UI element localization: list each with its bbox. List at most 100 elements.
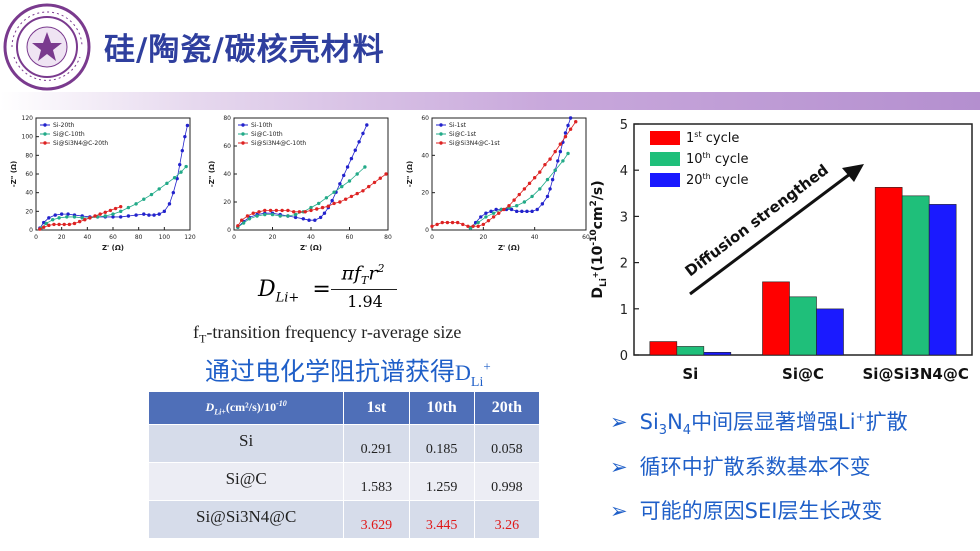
data-point — [491, 211, 496, 215]
data-point — [484, 215, 488, 219]
y-tick-label: 0 — [620, 349, 628, 364]
y-tick-label: 4 — [620, 164, 628, 179]
legend-marker — [439, 123, 443, 127]
data-point — [481, 222, 486, 227]
data-point — [147, 213, 151, 217]
table-header-1st: 1st — [343, 391, 410, 425]
table-header-unit: DLi+(cm²/s)/10-10 — [147, 391, 345, 425]
data-point — [263, 212, 267, 217]
x-tick-label: 20 — [58, 234, 66, 241]
data-point — [134, 213, 138, 217]
data-point — [430, 224, 434, 228]
data-point — [527, 181, 532, 186]
table-row: Si@C 1.583 1.259 0.998 — [147, 462, 541, 501]
plot-frame — [431, 117, 587, 231]
y-tick-label: 1 — [620, 303, 628, 318]
data-point — [103, 214, 108, 218]
row-label: Si — [147, 424, 345, 463]
table-cell: 1.259 — [408, 462, 475, 501]
data-point — [66, 212, 70, 216]
data-point — [466, 224, 470, 228]
data-point — [98, 212, 102, 216]
data-point — [152, 213, 156, 217]
data-point — [486, 218, 491, 223]
y-tick-label: 3 — [620, 210, 628, 225]
data-point — [548, 187, 552, 191]
y-tick-label: 0 — [425, 227, 429, 234]
data-point — [522, 200, 527, 204]
data-point — [530, 209, 534, 214]
data-point — [520, 209, 524, 214]
bar — [762, 281, 790, 356]
y-axis-label: -Z" (Ω) — [406, 161, 414, 187]
category-label: Si@C — [782, 365, 824, 383]
slide-title: 硅/陶瓷/碳核壳材料 — [104, 32, 385, 68]
data-point — [507, 204, 511, 208]
data-point — [183, 134, 187, 139]
x-tick-label: 0 — [232, 234, 236, 241]
bar — [816, 308, 844, 356]
legend-label: Si@Si3N4@C-1st — [449, 140, 500, 147]
data-point — [367, 184, 371, 189]
x-axis-label: Z' (Ω) — [300, 244, 322, 252]
data-point — [476, 224, 480, 228]
legend-marker — [439, 141, 443, 145]
data-point — [313, 218, 317, 222]
x-axis-label: Z' (Ω) — [102, 244, 124, 252]
x-tick-label: 60 — [346, 234, 354, 241]
arrow-bullet-icon: ➢ — [610, 455, 628, 479]
x-tick-label: 40 — [531, 234, 539, 241]
data-point — [134, 202, 138, 206]
data-point — [345, 165, 350, 169]
university-seal-logo — [3, 3, 91, 91]
data-point — [38, 227, 42, 231]
data-point — [450, 220, 455, 225]
table-cell: 0.291 — [343, 424, 410, 463]
data-point — [67, 222, 72, 227]
y-tick-label: 100 — [22, 134, 34, 141]
data-point — [172, 176, 177, 180]
bullet-item: ➢ 可能的原因SEI层生长改变 — [610, 499, 883, 523]
data-point — [178, 162, 182, 167]
data-point — [525, 209, 529, 214]
data-point — [378, 176, 382, 180]
legend-marker — [439, 132, 443, 136]
data-point — [119, 209, 123, 214]
data-point — [538, 187, 542, 191]
bullet-item: ➢ 循环中扩散系数基本不变 — [610, 455, 871, 479]
data-point — [566, 123, 570, 128]
data-point — [47, 216, 51, 220]
data-point — [80, 216, 84, 220]
data-point — [489, 209, 493, 214]
row-label: Si@Si3N4@C — [147, 500, 345, 539]
data-point — [65, 215, 69, 219]
nyquist-plot-20th: 0 20 40 60 80 100 120 0 20 40 60 80 100 120 Z' (Ω) -Z" … — [8, 112, 198, 262]
data-point — [365, 123, 369, 127]
legend-label: Si@C-1st — [449, 131, 477, 138]
diffusion-table: DLi+(cm²/s)/10-10 1st 10th 20th Si 0.291… — [147, 391, 541, 539]
diffusion-bar-chart: 0 1 2 3 4 5 Si Si@C Si@Si3N4@C 1st cycle 10th cycl… — [589, 118, 973, 383]
data-point — [558, 142, 563, 146]
data-point — [83, 218, 87, 222]
bar — [874, 187, 903, 356]
data-point — [301, 217, 305, 221]
data-point — [484, 211, 488, 215]
x-tick-label: 20 — [269, 234, 277, 241]
y-tick-label: 20 — [25, 208, 33, 215]
data-point — [171, 190, 176, 195]
data-point — [384, 172, 388, 176]
data-point — [293, 212, 298, 217]
data-point — [309, 208, 313, 213]
data-point — [303, 210, 307, 214]
legend-marker — [43, 132, 47, 136]
bar — [901, 195, 930, 356]
legend-marker — [241, 132, 245, 136]
data-point — [326, 204, 331, 208]
data-point — [517, 192, 521, 197]
legend-label: 20th cycle — [686, 172, 749, 188]
legend-marker — [43, 141, 47, 145]
data-point — [509, 207, 514, 212]
data-point — [111, 212, 115, 216]
legend-label: Si@Si3N4@C-20th — [53, 140, 108, 147]
data-point — [540, 202, 545, 206]
